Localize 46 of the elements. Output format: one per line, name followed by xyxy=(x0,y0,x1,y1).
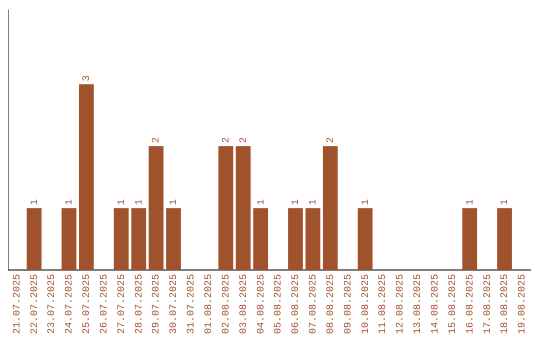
data-label: 1 xyxy=(308,199,320,206)
data-label: 1 xyxy=(500,199,512,206)
x-tick-label: 16.08.2025 xyxy=(465,274,476,334)
x-tick-label: 23.07.2025 xyxy=(47,274,58,334)
x-tick-label: 08.08.2025 xyxy=(326,274,337,334)
x-tick-label: 05.08.2025 xyxy=(274,274,285,334)
x-tick-label: 12.08.2025 xyxy=(396,274,407,334)
x-tick-label: 06.08.2025 xyxy=(291,274,302,334)
data-label: 1 xyxy=(30,199,41,206)
data-label: 2 xyxy=(152,137,163,144)
data-label: 2 xyxy=(238,137,250,144)
data-label: 1 xyxy=(256,199,268,206)
data-label: 1 xyxy=(116,199,128,206)
x-tick-label: 11.08.2025 xyxy=(378,274,390,334)
x-tick-label: 09.08.2025 xyxy=(343,274,354,334)
data-label: 1 xyxy=(360,199,372,206)
x-tick-label: 27.07.2025 xyxy=(116,274,128,334)
x-tick-label: 07.08.2025 xyxy=(308,274,320,334)
x-tick-label: 17.08.2025 xyxy=(482,274,494,334)
x-tick-label: 18.08.2025 xyxy=(500,274,512,334)
data-label: 1 xyxy=(169,199,180,206)
x-tick-label: 31.07.2025 xyxy=(186,274,198,334)
x-tick-label: 25.07.2025 xyxy=(82,274,94,334)
x-tick-label: 24.07.2025 xyxy=(64,274,76,334)
x-tick-label: 04.08.2025 xyxy=(256,274,268,334)
x-tick-label: 21.07.2025 xyxy=(12,274,24,334)
x-tick-label: 10.08.2025 xyxy=(360,274,372,334)
x-tick-label: 26.07.2025 xyxy=(99,274,110,334)
data-label: 2 xyxy=(326,137,337,144)
x-tick-label: 30.07.2025 xyxy=(169,274,180,334)
x-tick-label: 22.07.2025 xyxy=(30,274,41,334)
data-label: 1 xyxy=(64,199,76,206)
x-tick-label: 13.08.2025 xyxy=(413,274,424,334)
data-label: 1 xyxy=(465,199,476,206)
x-tick-label: 29.07.2025 xyxy=(152,274,163,334)
x-tick-label: 14.08.2025 xyxy=(430,274,442,334)
data-label: 2 xyxy=(221,137,232,144)
x-tick-label: 28.07.2025 xyxy=(134,274,146,334)
data-label: 1 xyxy=(291,199,302,206)
x-tick-label: 15.08.2025 xyxy=(448,274,459,334)
x-tick-label: 19.08.2025 xyxy=(518,274,529,334)
data-label: 3 xyxy=(82,75,94,82)
x-tick-label: 03.08.2025 xyxy=(238,274,250,334)
x-tick-label: 01.08.2025 xyxy=(204,274,215,334)
x-tick-label: 02.08.2025 xyxy=(221,274,232,334)
data-label: 1 xyxy=(134,199,146,206)
